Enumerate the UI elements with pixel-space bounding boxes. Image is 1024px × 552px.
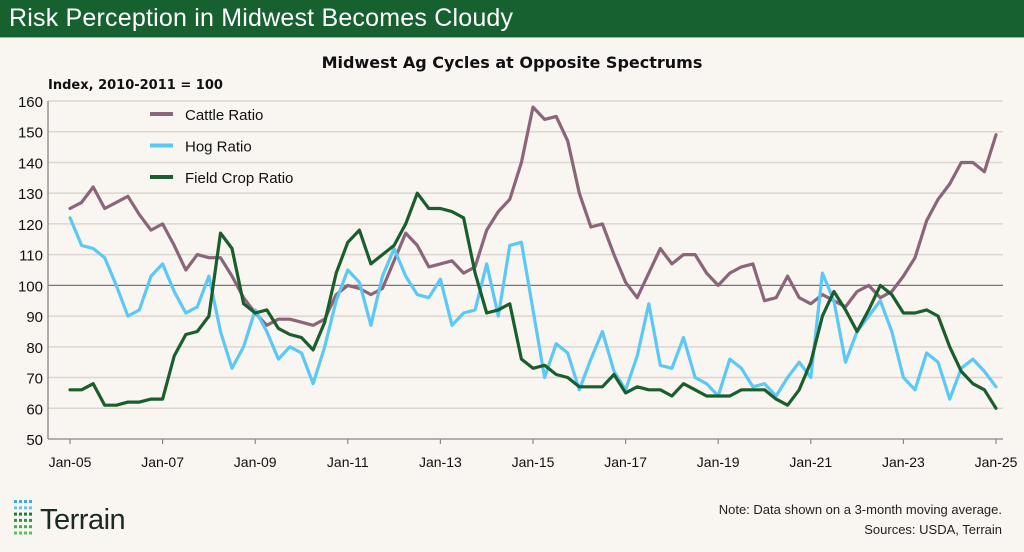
logo-dot (24, 518, 27, 522)
logo-dot (14, 525, 17, 529)
y-tick-label: 150 (18, 125, 43, 142)
series-line-field-crop-ratio (68, 191, 998, 410)
logo-dot (24, 525, 27, 529)
logo-dot (24, 506, 27, 510)
logo-dot (29, 531, 32, 535)
x-tick-label: Jan-21 (789, 454, 832, 470)
logo-dot (14, 512, 17, 516)
y-tick-label: 140 (18, 155, 43, 172)
y-tick-label: 100 (18, 278, 43, 295)
y-axis-label: Index, 2010-2011 = 100 (48, 78, 223, 93)
x-tick-label: Jan-15 (512, 454, 555, 470)
header-bar: Risk Perception in Midwest Becomes Cloud… (0, 0, 1024, 38)
logo-dot (14, 506, 17, 510)
y-tick-label: 90 (26, 309, 43, 326)
logo-dot (14, 518, 17, 522)
note-text: Note: Data shown on a 3-month moving ave… (718, 502, 1002, 517)
logo-dot (14, 531, 17, 535)
y-tick-label: 50 (26, 432, 43, 449)
x-tick-label: Jan-19 (697, 454, 740, 470)
logo-dot (19, 512, 22, 516)
logo-dot (29, 512, 32, 516)
x-tick-label: Jan-11 (327, 454, 369, 470)
logo-dot (24, 512, 27, 516)
chart-title: Midwest Ag Cycles at Opposite Spectrums (322, 53, 703, 72)
x-tick-label: Jan-17 (604, 454, 647, 470)
terrain-logo (14, 500, 38, 543)
x-tick-label: Jan-07 (141, 454, 184, 470)
logo-dot (24, 500, 27, 503)
logo-dot (14, 500, 17, 503)
logo-dot (29, 525, 32, 529)
x-tick-label: Jan-05 (49, 454, 92, 470)
logo-dot (19, 506, 22, 510)
logo-dots-icon (14, 500, 32, 535)
logo-dot (19, 518, 22, 522)
x-tick-label: Jan-13 (419, 454, 462, 470)
logo-dot (29, 500, 32, 503)
logo-text: Terrain (40, 504, 126, 536)
logo-dot (19, 531, 22, 535)
legend-label: Field Crop Ratio (185, 170, 293, 187)
y-tick-label: 80 (26, 340, 43, 357)
y-tick-label: 110 (19, 248, 43, 265)
chart-note: Note: Data shown on a 3-month moving ave… (719, 500, 1002, 540)
series-line-hog-ratio (68, 216, 998, 401)
y-tick-label: 130 (18, 186, 43, 203)
x-tick-label: Jan-09 (234, 454, 277, 470)
y-tick-label: 160 (18, 94, 43, 111)
x-tick-label: Jan-25 (975, 454, 1018, 470)
y-tick-label: 120 (18, 217, 43, 234)
sources-text: Sources: USDA, Terrain (864, 522, 1002, 537)
page-title: Risk Perception in Midwest Becomes Cloud… (9, 4, 514, 32)
logo-dot (29, 518, 32, 522)
logo-dot (19, 500, 22, 503)
logo-dot (29, 506, 32, 510)
legend-label: Hog Ratio (185, 139, 252, 156)
x-tick-label: Jan-23 (882, 454, 925, 470)
y-tick-label: 60 (26, 401, 43, 418)
legend-label: Cattle Ratio (185, 107, 263, 124)
logo-dot (19, 525, 22, 529)
y-tick-label: 70 (26, 371, 43, 388)
logo-dot (24, 531, 27, 535)
